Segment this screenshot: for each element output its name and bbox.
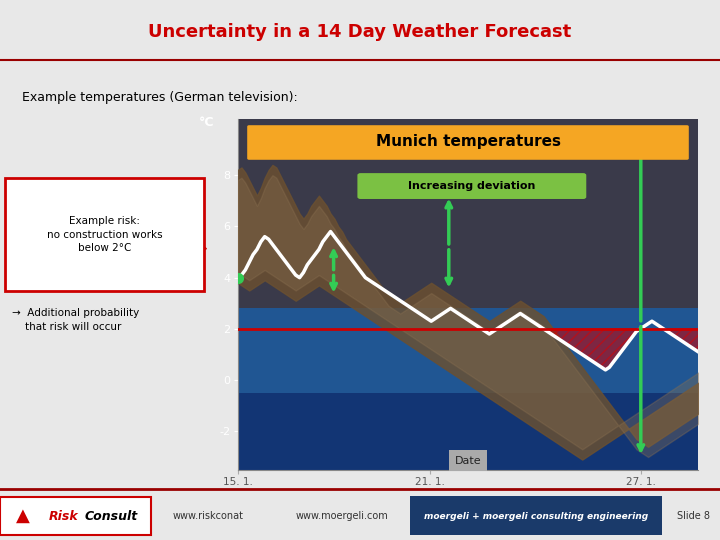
- Polygon shape: [238, 393, 698, 470]
- Text: www.riskconat: www.riskconat: [173, 511, 244, 521]
- Text: 27. 1.: 27. 1.: [626, 477, 656, 488]
- Text: moergeli + moergeli consulting engineering: moergeli + moergeli consulting engineeri…: [424, 511, 649, 521]
- FancyBboxPatch shape: [357, 173, 586, 199]
- FancyBboxPatch shape: [247, 125, 689, 160]
- Text: Consult: Consult: [85, 510, 138, 523]
- Text: °C: °C: [199, 117, 215, 130]
- Text: Date: Date: [455, 456, 481, 466]
- Text: www.moergeli.com: www.moergeli.com: [295, 511, 388, 521]
- Text: 21. 1.: 21. 1.: [415, 477, 444, 488]
- Text: Increasing deviation: Increasing deviation: [408, 181, 536, 191]
- Polygon shape: [238, 308, 698, 470]
- Text: Example temperatures (German television):: Example temperatures (German television)…: [22, 91, 297, 104]
- FancyBboxPatch shape: [0, 497, 151, 536]
- Text: Risk: Risk: [49, 510, 78, 523]
- FancyBboxPatch shape: [5, 178, 204, 291]
- Text: Munich temperatures: Munich temperatures: [376, 134, 560, 150]
- Text: Uncertainty in a 14 Day Weather Forecast: Uncertainty in a 14 Day Weather Forecast: [148, 23, 572, 42]
- Bar: [410, 496, 662, 535]
- Text: Slide 8: Slide 8: [677, 511, 710, 521]
- Text: →  Additional probability
    that risk will occur: → Additional probability that risk will …: [12, 308, 139, 332]
- Text: 15. 1.: 15. 1.: [222, 477, 253, 488]
- Text: Example risk:
no construction works
below 2°C: Example risk: no construction works belo…: [47, 217, 162, 253]
- Text: ▲: ▲: [16, 507, 30, 525]
